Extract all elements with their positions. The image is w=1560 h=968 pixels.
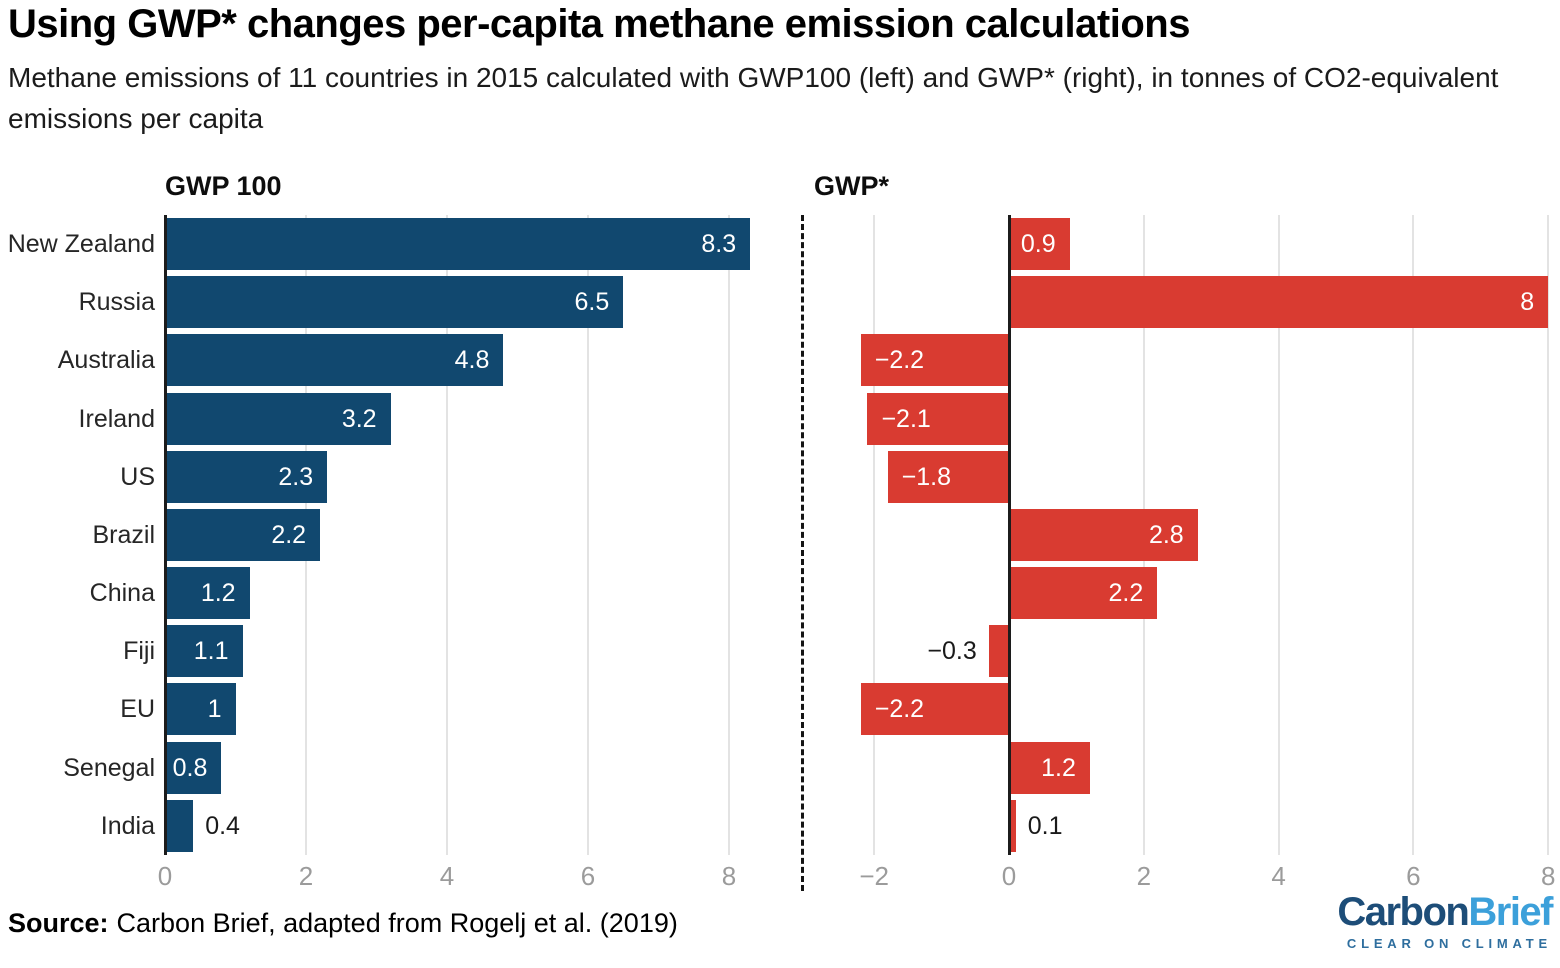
axis-tick-label: 8 [721, 861, 737, 891]
bar-value-label: 3.2 [341, 404, 377, 433]
gwpstar-bar [1009, 799, 1016, 852]
gwp100-bar [165, 276, 624, 329]
gwpstar-bar [860, 334, 1009, 387]
bar-value-label: 6.5 [574, 288, 610, 317]
gwp100-x-axis-ticks: 0 2 4 6 8 [158, 856, 751, 896]
chart-title: Using GWP* changes per-capita methane em… [8, 2, 1190, 46]
country-labels-column: New Zealand Russia Australia Ireland US Brazi… [0, 215, 155, 855]
logo-wordmark: CarbonBrief [1337, 890, 1553, 934]
gwp100-bar [165, 218, 751, 270]
gwpstar-x-axis-ticks: −2 0 2 4 6 8 [803, 856, 1556, 896]
bar-value-label: 8.3 [701, 230, 737, 258]
bar-value-label: 4.8 [454, 346, 490, 375]
gwpstar-bar [1009, 218, 1070, 270]
country-label: China [89, 579, 155, 608]
gwp100-bar [165, 741, 222, 794]
bar-value-label: 0.8 [172, 753, 208, 782]
gridline [1547, 215, 1550, 855]
left-panel-title: GWP 100 [165, 171, 282, 201]
gridline [1412, 215, 1415, 855]
logo-word-brief: Brief [1468, 890, 1553, 934]
gwp100-bar [165, 450, 328, 503]
gwp100-bar [165, 567, 250, 620]
gwp100-bar [165, 683, 236, 736]
gwpstar-bar [1009, 567, 1158, 620]
bar-value-label: 2.8 [1148, 520, 1184, 549]
bar-value-label: −2.1 [881, 404, 931, 433]
gwp100-bar-plot: 8.3 6.5 4.8 3.2 2.3 2.2 1.2 1.1 1 0.8 0.4 [163, 215, 751, 855]
bar-value-label: −1.8 [901, 462, 952, 491]
source-text: Carbon Brief, adapted from Rogelj et al.… [116, 908, 678, 938]
axis-tick-label: 2 [298, 861, 314, 891]
bar-value-label: 0.4 [205, 811, 240, 840]
gwpstar-bar [1009, 508, 1198, 561]
axis-tick-label: 6 [580, 861, 596, 891]
gwpstar-bar [1009, 276, 1549, 329]
bar-value-label: −0.3 [927, 637, 977, 666]
bar-value-label: 0.1 [1027, 811, 1063, 840]
bar-value-label: 1.2 [1041, 753, 1076, 782]
gwp100-bar [165, 625, 243, 678]
bar-value-label: 8 [1520, 288, 1535, 317]
zero-axis-line [1007, 215, 1011, 855]
gwp100-bar [165, 508, 321, 561]
axis-tick-label: 4 [439, 861, 455, 891]
gwpstar-bar [867, 392, 1009, 445]
gwpstar-bar [1009, 741, 1090, 794]
bar-value-label: 2.3 [278, 462, 314, 491]
gridline [728, 215, 730, 855]
gwpstar-bar [988, 625, 1009, 678]
axis-tick-label: 0 [157, 861, 173, 891]
country-label: New Zealand [7, 230, 155, 258]
gwpstar-bar [887, 450, 1009, 503]
logo-tagline: CLEAR ON CLIMATE [1346, 936, 1552, 951]
country-label: Ireland [78, 404, 155, 433]
gridline [587, 215, 589, 855]
gwpstar-bar [860, 683, 1009, 736]
country-label: Australia [57, 346, 155, 375]
gwp100-bar [165, 392, 391, 445]
country-label: Russia [78, 288, 155, 317]
country-label: India [100, 811, 155, 840]
country-label: Fiji [123, 637, 155, 666]
bar-value-label: 2.2 [1108, 579, 1144, 608]
gridline [446, 215, 448, 855]
gwp100-bar [165, 799, 194, 852]
bar-value-label: 1 [207, 695, 222, 724]
carbonbrief-logo: CarbonBrief CLEAR ON CLIMATE [1337, 890, 1553, 951]
bar-value-label: 2.2 [271, 520, 307, 549]
panel-divider-dashed-line [801, 215, 804, 891]
gridline [1277, 215, 1280, 855]
chart-subtitle: Methane emissions of 11 countries in 201… [8, 62, 1499, 135]
right-panel-title: GWP* [814, 171, 890, 201]
bar-value-label: 0.9 [1020, 230, 1056, 258]
bar-value-label: 1.2 [200, 579, 236, 608]
bar-value-label: 1.1 [193, 637, 229, 666]
zero-axis-line [163, 215, 167, 855]
country-label: EU [120, 695, 155, 724]
country-label: Senegal [63, 753, 155, 782]
bar-value-label: −2.2 [874, 695, 925, 724]
axis-tick-label: −2 [859, 861, 890, 891]
gridline [873, 215, 876, 855]
axis-tick-label: 0 [1001, 861, 1017, 891]
axis-tick-label: 2 [1136, 861, 1152, 891]
country-label: US [120, 462, 155, 491]
country-label: Brazil [92, 520, 155, 549]
gwpstar-bar-plot: 0.9 8 −2.2 −2.1 −1.8 2.8 2.2 −0.3 −2.2 1.2 0.1 [803, 215, 1552, 855]
source-note: Source: Carbon Brief, adapted from Rogelj… [8, 908, 678, 939]
source-label: Source: [8, 908, 109, 938]
bar-value-label: −2.2 [874, 346, 925, 375]
axis-tick-label: 8 [1540, 861, 1556, 891]
logo-word-carbon: Carbon [1337, 890, 1470, 934]
axis-tick-label: 4 [1271, 861, 1286, 891]
gwp100-bar [165, 334, 504, 387]
axis-tick-label: 6 [1406, 861, 1421, 891]
